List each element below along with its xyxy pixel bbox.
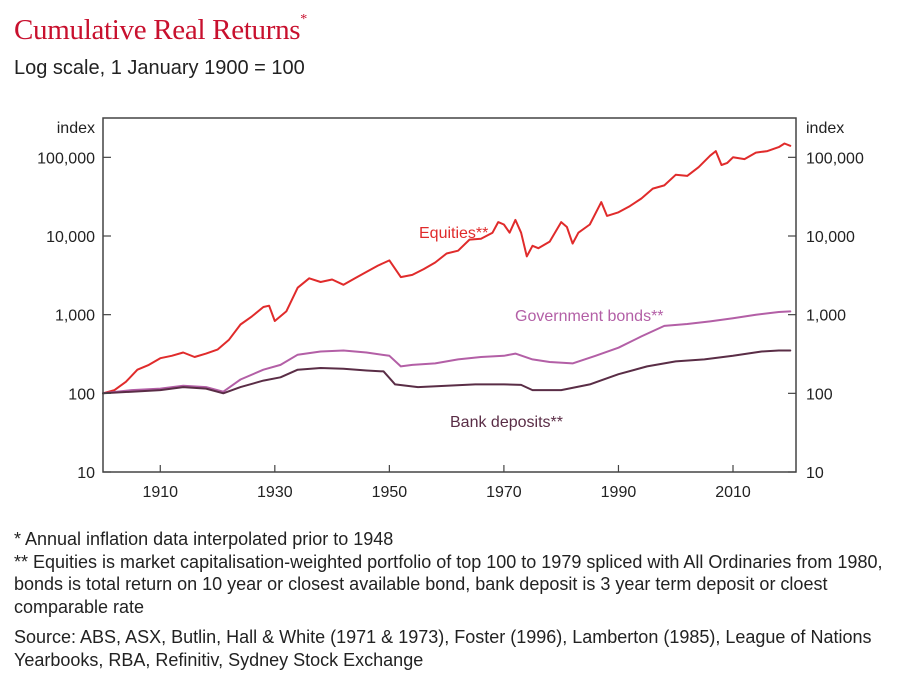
plot-frame [102, 117, 797, 473]
line-chart: 10 10 100 100 1,000 1,000 10,000 10,000 100,000 1… [37, 117, 864, 501]
y-axis-label-left: index [57, 120, 95, 137]
chart-notes: * Annual inflation data interpolated pri… [14, 528, 894, 671]
y-tick-label-left: 100 [68, 386, 95, 403]
y-tick-label-right: 100 [806, 386, 833, 403]
chart-title-footnote-mark: * [300, 12, 307, 27]
chart-subtitle: Log scale, 1 January 1900 = 100 [14, 57, 305, 79]
y-tick-label-left: 1,000 [55, 308, 95, 325]
y-tick-label-left: 100,000 [37, 150, 95, 167]
series-label-government-bonds: Government bonds** [515, 308, 664, 325]
y-axis-label-right: index [806, 120, 844, 137]
series-label-equities: Equities** [419, 225, 488, 242]
x-tick-label: 1950 [372, 484, 408, 501]
y-tick-label-right: 10,000 [806, 229, 855, 246]
methodology-footnote: ** Equities is market capitalisation-wei… [14, 551, 883, 617]
series-layer [102, 142, 792, 395]
x-tick-label: 1930 [257, 484, 293, 501]
x-tick-label: 1970 [486, 484, 522, 501]
chart-title-text: Cumulative Real Returns [14, 14, 301, 46]
x-tick-label: 1910 [142, 484, 178, 501]
x-tick-label: 2010 [715, 484, 751, 501]
y-tick-label-right: 1,000 [806, 308, 846, 325]
series-line-government-bonds [102, 310, 792, 395]
y-tick-label-left: 10 [77, 465, 95, 482]
series-label-bank-deposits: Bank deposits** [450, 414, 563, 431]
y-tick-label-right: 10 [806, 465, 824, 482]
series-line-equities [102, 142, 792, 395]
series-line-bank-deposits [102, 349, 792, 395]
y-tick-label-right: 100,000 [806, 150, 864, 167]
y-tick-label-left: 10,000 [46, 229, 95, 246]
chart-title: Cumulative Real Returns* [14, 12, 307, 47]
ticks-layer: 10 10 100 100 1,000 1,000 10,000 10,000 100,000 1… [37, 150, 864, 501]
x-tick-label: 1990 [601, 484, 637, 501]
inflation-footnote: * Annual inflation data interpolated pri… [14, 529, 394, 549]
source-note: Source: ABS, ASX, Butlin, Hall & White (… [14, 627, 872, 670]
